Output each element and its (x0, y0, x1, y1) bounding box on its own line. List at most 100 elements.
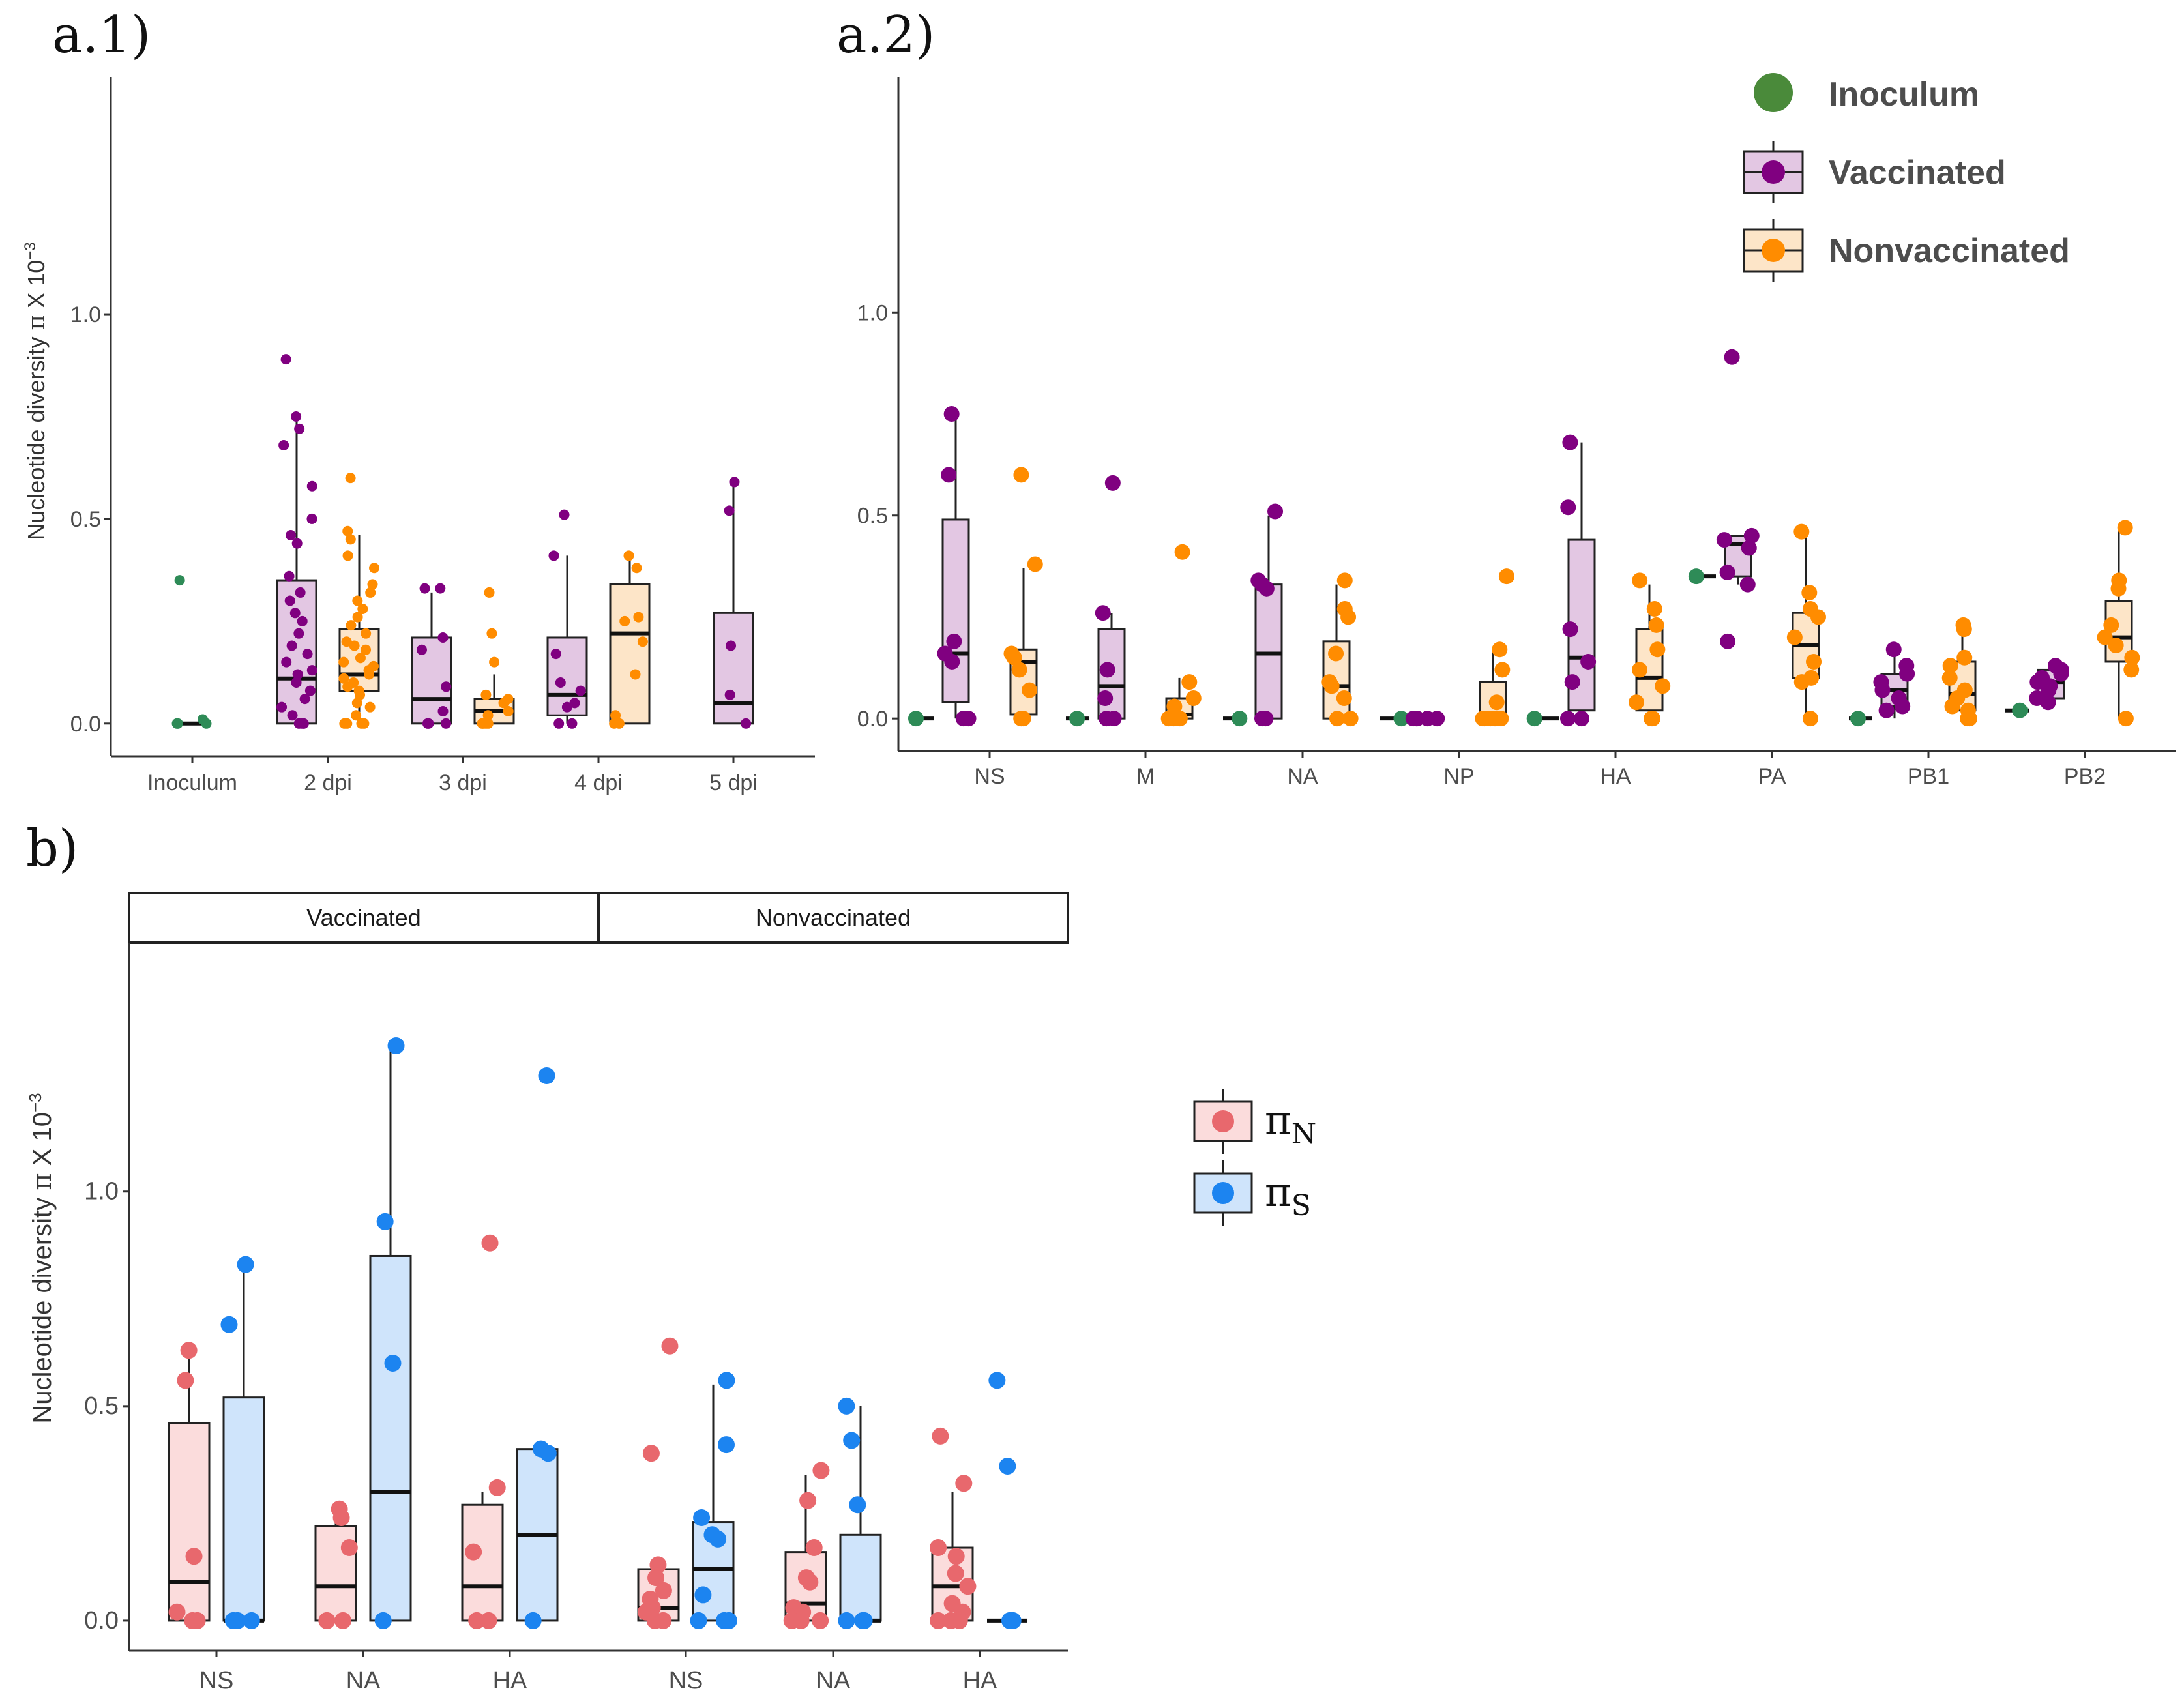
a2-pb1-vaccinated-point (1878, 702, 1895, 718)
a1-2-dpi-nonvaccinated-point (346, 620, 357, 631)
a1-2-dpi-nonvaccinated-point (338, 656, 349, 668)
b-nonvaccinated-ns-pi_n-point (649, 1556, 667, 1574)
a2-pb1-nonvaccinated-point (1956, 621, 1972, 638)
b-nonvaccinated-ns-pi_n-point (661, 1337, 679, 1355)
a2-pb1-nonvaccinated-point (1944, 698, 1960, 715)
a2-pa-nonvaccinated-box (1792, 531, 1820, 719)
facet-strip-vaccinated (128, 892, 600, 944)
a2-y-tick-label: 1.0 (857, 301, 888, 325)
b-vaccinated-ns-pi_n-box (168, 1354, 211, 1622)
a2-na-nonvaccinated-point (1323, 678, 1340, 694)
a1-3-dpi-nonvaccinated-point (480, 718, 491, 729)
a2-na-nonvaccinated-point (1340, 609, 1357, 625)
a1-2-dpi-nonvaccinated-point (364, 701, 376, 713)
a1-3-dpi-vaccinated-point (419, 583, 430, 594)
legend-pi-s-label: πS (1265, 1168, 1311, 1222)
a2-m-nonvaccinated-point (1174, 544, 1190, 560)
a2-pa-vaccinated-point (1724, 349, 1740, 365)
legend-vaccinated-key (1743, 141, 1804, 203)
a2-m-vaccinated-point (1095, 605, 1111, 621)
a2-ha-nonvaccinated-point (1655, 678, 1671, 694)
a2-m-vaccinated-point (1099, 662, 1115, 678)
a1-3-dpi-nonvaccinated-point (480, 689, 492, 700)
a2-pa-nonvaccinated-point (1793, 523, 1810, 540)
a1-2-dpi-vaccinated-point (286, 640, 297, 651)
a1-4-dpi-vaccinated-point (567, 718, 578, 729)
b-vaccinated-ha-pi_n-point (481, 1234, 499, 1252)
a2-ha-inoculum-point (1526, 711, 1542, 727)
a1-x-tick-label: Inoculum (147, 771, 237, 795)
a1-3-dpi-vaccinated-point (437, 632, 449, 643)
a1-4-dpi-vaccinated-point (555, 677, 566, 688)
a1-y-tick-label: 0.5 (70, 507, 101, 532)
b-nonvaccinated-ha-pi_s-point (999, 1457, 1016, 1475)
panel-label-b: b) (26, 819, 78, 878)
a2-m-inoculum-point (1069, 711, 1085, 727)
a2-ha-vaccinated-point (1573, 711, 1589, 727)
a1-2-dpi-vaccinated-point (284, 570, 295, 582)
a1-2-dpi-vaccinated-point (291, 411, 302, 422)
a1-2-dpi-vaccinated-point (293, 718, 304, 729)
a2-pb2-vaccinated-point (2053, 666, 2069, 682)
b-vaccinated-ns-pi_n-point (184, 1612, 201, 1629)
a1-4-dpi-vaccinated-point (559, 509, 570, 520)
b-vaccinated-ha-pi_n-point (480, 1612, 497, 1629)
a2-na-nonvaccinated-point (1328, 645, 1344, 662)
b-vaccinated-ns-pi_s-point (243, 1612, 260, 1629)
a1-3-dpi-nonvaccinated-point (482, 710, 494, 721)
a2-pb2-nonvaccinated-point (2123, 662, 2140, 678)
b-vaccinated-na-pi_s-point (387, 1037, 405, 1054)
a2-ha-nonvaccinated-point (1646, 600, 1662, 617)
a1-4-dpi-nonvaccinated-iqr (609, 583, 651, 725)
a2-pb1-vaccinated-point (1874, 682, 1891, 698)
a1-3-dpi-vaccinated-point (435, 583, 446, 594)
a1-5-dpi-vaccinated-point (741, 718, 752, 729)
facet-strip-nonvaccinated (597, 892, 1069, 944)
a2-ns-vaccinated-point (960, 711, 977, 727)
a2-pa-nonvaccinated-point (1786, 629, 1803, 645)
a2-x-tick-label: PB2 (2064, 764, 2106, 789)
panel-a1-plot: 0.0 0.5 1.0 Inoculum 2 dpi 3 dpi 4 dpi 5 dpi Nu… (22, 77, 815, 795)
a2-na-vaccinated-point (1258, 580, 1275, 597)
legend-vaccinated-label: Vaccinated (1829, 154, 2006, 192)
b-nonvaccinated-na-pi_n-point (801, 1573, 819, 1591)
a1-2-dpi-nonvaccinated-point (361, 644, 372, 655)
a2-pa-nonvaccinated-point (1806, 653, 1822, 670)
a1-y-tick-label: 1.0 (70, 302, 101, 327)
b-nonvaccinated-ns-pi_s-point (709, 1530, 727, 1548)
a2-x-tick-label: NP (1443, 764, 1474, 789)
a2-m-nonvaccinated-point (1181, 674, 1198, 690)
a1-2-dpi-vaccinated-point (302, 649, 313, 660)
b-nonvaccinated-na-pi_s-iqr (839, 1533, 882, 1622)
a2-ns-nonvaccinated-point (1011, 662, 1027, 678)
panel-b-y-axis-label: Nucleotide diversity π X 10−3 (25, 1093, 57, 1423)
b-x-tick-label: HA (963, 1667, 997, 1694)
a2-m-nonvaccinated-point (1172, 711, 1188, 727)
b-nonvaccinated-ns-pi_s-box (692, 1384, 735, 1622)
b-nonvaccinated-na-pi_n-point (812, 1612, 829, 1629)
a1-2-dpi-vaccinated-point (293, 628, 304, 639)
a2-na-inoculum-point (1232, 711, 1248, 727)
a1-2-dpi-nonvaccinated-point (342, 550, 353, 561)
a2-x-tick-label: NA (1287, 764, 1318, 789)
b-nonvaccinated-ns-pi_n-point (647, 1569, 665, 1587)
a1-2-dpi-nonvaccinated-point (345, 473, 356, 484)
a2-pb2-nonvaccinated-point (2103, 617, 2119, 633)
b-vaccinated-ns-pi_s-box (222, 1269, 265, 1623)
b-nonvaccinated-na-pi_s-point (838, 1612, 855, 1629)
a2-m-nonvaccinated-point (1160, 711, 1177, 727)
a1-5-dpi-vaccinated-point (724, 505, 735, 516)
a1-2-dpi-vaccinated-point (280, 354, 291, 365)
a1-2-dpi-nonvaccinated-point (364, 669, 375, 680)
b-nonvaccinated-ha-pi_n-point (932, 1427, 949, 1445)
b-nonvaccinated-ha-pi_n-point (947, 1565, 964, 1582)
facet-strip-vaccinated-label: Vaccinated (306, 904, 421, 931)
b-vaccinated-ha-pi_s-box (516, 1448, 559, 1622)
a2-pb2-vaccinated-point (2041, 682, 2057, 698)
a1-4-dpi-nonvaccinated-box (609, 555, 651, 725)
b-nonvaccinated-na-pi_s-point (855, 1612, 873, 1629)
a1-3-dpi-nonvaccinated-point (489, 656, 500, 668)
b-vaccinated-ns-pi_n-iqr (168, 1422, 211, 1622)
a1-inoculum-inoculum-point (174, 575, 185, 586)
b-vaccinated-na-pi_s-iqr (369, 1254, 412, 1622)
